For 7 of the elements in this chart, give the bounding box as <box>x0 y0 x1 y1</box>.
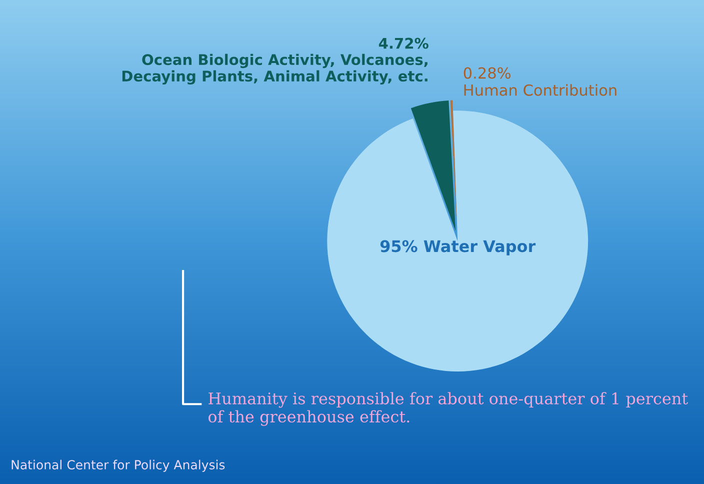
data-label: 0.28% <box>464 67 511 79</box>
slice-label: Human Contribution <box>464 84 616 96</box>
slice-label: 95% Water Vapor <box>380 240 536 256</box>
text: Humanity is responsible for about one-quarter of 1 percent of the greenhouse effect. <box>208 392 688 426</box>
slice-label: Ocean Biologic Activity, Volcanoes, Decaying Plants, Animal Activity, etc. <box>122 54 428 85</box>
data-label: 4.72% <box>378 38 428 49</box>
text: National Center for Policy Analysis <box>12 460 225 472</box>
